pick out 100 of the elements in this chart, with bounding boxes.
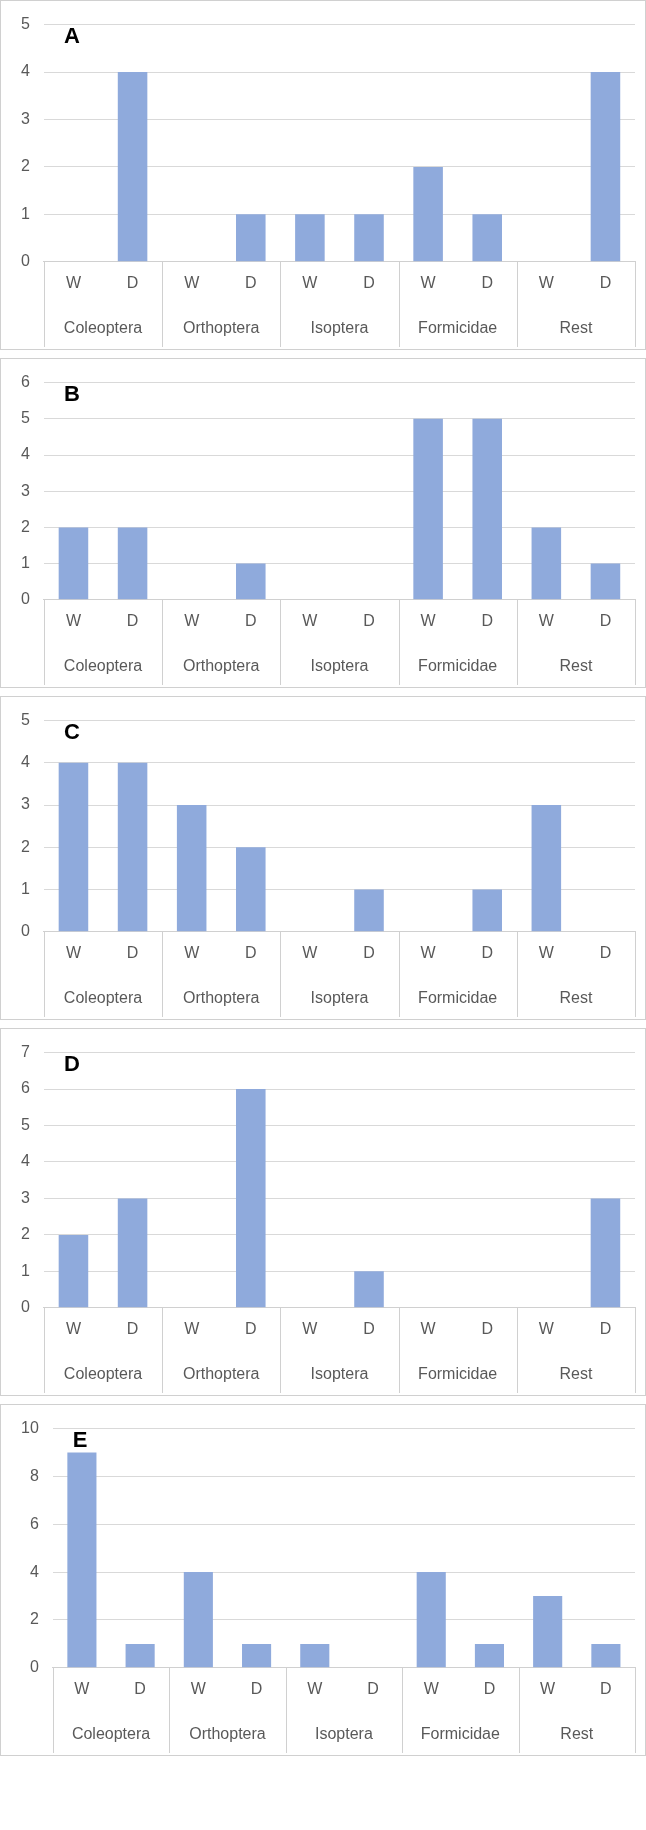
text: Isoptera bbox=[310, 319, 369, 337]
x-tick-label: W bbox=[540, 1679, 557, 1697]
text: Orthoptera bbox=[182, 989, 260, 1007]
x-tick-label: W bbox=[184, 1319, 201, 1337]
y-tick-label: 0 bbox=[20, 590, 30, 608]
text: Orthoptera bbox=[182, 1365, 260, 1383]
y-tick-label: 2 bbox=[29, 1610, 39, 1628]
bar bbox=[183, 1572, 213, 1668]
y-tick-label: 1 bbox=[20, 554, 30, 572]
x-tick-label: W bbox=[538, 273, 555, 291]
x-tick-label: W bbox=[302, 943, 319, 961]
text: Isoptera bbox=[310, 1365, 369, 1383]
bar bbox=[531, 527, 562, 600]
x-tick-label: W bbox=[65, 611, 82, 629]
y-tick-label: 5 bbox=[20, 1115, 30, 1133]
chart-title: E bbox=[72, 1426, 88, 1452]
text: Coleoptera bbox=[63, 1365, 143, 1383]
y-tick-label: 0 bbox=[20, 252, 30, 270]
y-tick-label: 6 bbox=[20, 1079, 30, 1097]
x-tick-label: D bbox=[245, 943, 257, 961]
y-tick-label: 3 bbox=[20, 481, 30, 499]
x-tick-label: W bbox=[184, 611, 201, 629]
x-tick-label: D bbox=[126, 1319, 139, 1337]
x-tick-label: W bbox=[420, 1319, 437, 1337]
y-tick-label: 4 bbox=[20, 753, 30, 771]
bar bbox=[413, 166, 443, 262]
bar bbox=[236, 563, 266, 600]
bar bbox=[531, 805, 562, 932]
text: Formicidae bbox=[418, 657, 498, 675]
x-tick-label: W bbox=[538, 943, 555, 961]
text: Coleoptera bbox=[71, 1725, 151, 1743]
text: Orthoptera bbox=[182, 657, 260, 675]
y-tick-label: 7 bbox=[20, 1043, 30, 1061]
x-tick-label: D bbox=[600, 1679, 612, 1697]
y-tick-label: 10 bbox=[21, 1419, 39, 1437]
bar bbox=[58, 1234, 89, 1308]
bar bbox=[472, 418, 502, 600]
text: Isoptera bbox=[310, 989, 369, 1007]
bar bbox=[117, 1198, 148, 1308]
x-tick-label: W bbox=[420, 273, 437, 291]
x-tick-label: D bbox=[363, 1319, 375, 1337]
x-tick-label: D bbox=[245, 1319, 257, 1337]
text: Isoptera bbox=[314, 1725, 373, 1743]
x-tick-label: D bbox=[363, 943, 375, 961]
x-tick-label: D bbox=[599, 1319, 612, 1337]
x-tick-label: W bbox=[190, 1679, 207, 1697]
bar bbox=[176, 805, 207, 932]
x-tick-label: D bbox=[481, 611, 494, 629]
x-tick-label: D bbox=[245, 611, 257, 629]
text: Coleoptera bbox=[63, 319, 143, 337]
bar bbox=[236, 1089, 266, 1308]
y-tick-label: 6 bbox=[29, 1514, 39, 1532]
y-tick-label: 4 bbox=[20, 445, 30, 463]
chart-title: A bbox=[63, 22, 80, 48]
x-tick-label: W bbox=[420, 943, 437, 961]
x-tick-label: D bbox=[367, 1679, 379, 1697]
x-tick-label: D bbox=[483, 1679, 496, 1697]
bar bbox=[125, 1643, 155, 1668]
y-tick-label: 2 bbox=[20, 1225, 30, 1243]
text: Orthoptera bbox=[182, 319, 260, 337]
bar bbox=[472, 214, 502, 262]
x-tick-label: D bbox=[134, 1679, 146, 1697]
bar bbox=[242, 1643, 272, 1668]
bar bbox=[117, 527, 148, 600]
bar bbox=[590, 72, 621, 262]
x-tick-label: W bbox=[184, 273, 201, 291]
chart-title: B bbox=[63, 380, 80, 406]
y-tick-label: 1 bbox=[20, 879, 30, 897]
text: Formicidae bbox=[418, 989, 498, 1007]
text: Coleoptera bbox=[63, 989, 143, 1007]
text: Rest bbox=[560, 1725, 594, 1743]
text: Rest bbox=[559, 989, 593, 1007]
y-tick-label: 2 bbox=[20, 837, 30, 855]
bar bbox=[354, 1271, 384, 1308]
bar bbox=[117, 72, 148, 262]
y-tick-label: 2 bbox=[20, 157, 30, 175]
text: Rest bbox=[559, 657, 593, 675]
x-tick-label: D bbox=[245, 273, 257, 291]
y-tick-label: 8 bbox=[29, 1466, 39, 1484]
x-tick-label: D bbox=[599, 273, 612, 291]
text: Coleoptera bbox=[63, 657, 143, 675]
y-tick-label: 2 bbox=[20, 517, 30, 535]
text: Rest bbox=[559, 1365, 593, 1383]
x-tick-label: D bbox=[363, 611, 375, 629]
bar bbox=[591, 1643, 621, 1668]
x-tick-label: W bbox=[184, 943, 201, 961]
x-tick-label: D bbox=[126, 943, 139, 961]
x-tick-label: D bbox=[250, 1679, 263, 1697]
bar bbox=[300, 1643, 330, 1668]
y-tick-label: 1 bbox=[20, 204, 30, 222]
y-tick-label: 0 bbox=[29, 1658, 39, 1676]
x-tick-label: D bbox=[481, 943, 494, 961]
chart-title: C bbox=[63, 718, 80, 744]
x-tick-label: D bbox=[599, 943, 612, 961]
y-tick-label: 3 bbox=[20, 109, 30, 127]
bar bbox=[354, 889, 384, 932]
x-tick-label: W bbox=[302, 273, 319, 291]
text: Formicidae bbox=[418, 319, 498, 337]
bar bbox=[416, 1572, 446, 1668]
y-tick-label: 1 bbox=[20, 1261, 30, 1279]
